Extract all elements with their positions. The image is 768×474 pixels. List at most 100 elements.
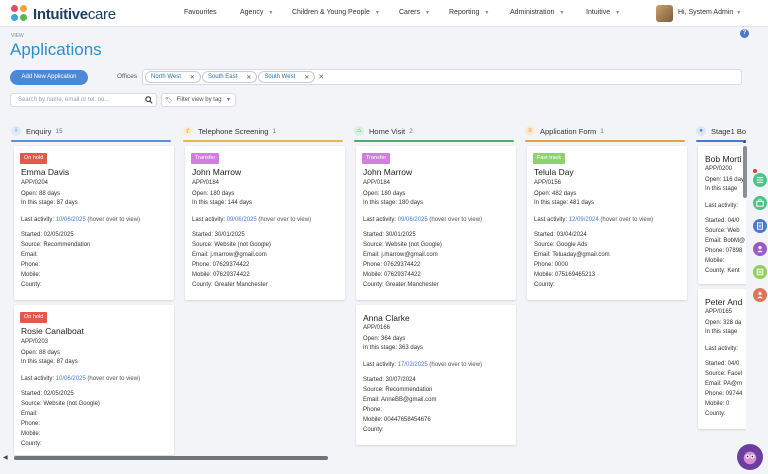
list-icon[interactable] [753,173,767,187]
last-activity: Last activity: 17/02/2025 (hover over to… [363,362,483,368]
last-activity: Last activity: 09/06/2025 (hover over to… [192,217,312,223]
chevron-down-icon: ▼ [425,9,430,16]
app-ref: APP/0184 [192,180,220,186]
application-card[interactable]: Transfer John Marrow APP/0184 Open: 180 … [356,146,516,300]
applicant-name[interactable]: Bob Morti [705,154,742,164]
logo[interactable]: Intuitivecare [10,4,116,24]
application-card[interactable]: Transfer John Marrow APP/0184 Open: 180 … [185,146,345,300]
status-badge: On hold [20,153,48,164]
applicant-name[interactable]: Anna Clarke [363,313,410,323]
email: Email: [21,411,38,417]
assistant-owl-icon[interactable] [737,444,763,470]
horizontal-scrollbar[interactable] [14,456,328,460]
applicant-name[interactable]: John Marrow [363,167,413,177]
app-ref: APP/0166 [363,325,391,331]
close-icon[interactable]: ✕ [304,74,310,81]
open-days: Open: 88 days [21,191,61,197]
started-date: Started: 30/01/2025 [192,232,245,238]
email: Email: j.marrow@gmail.com [192,252,267,258]
stage-days: In this stage: 87 days [21,359,78,365]
mobile: Mobile: 075169465213 [534,272,596,278]
phone: Phone: 07898 [705,248,743,254]
mobile: Mobile: [21,431,41,437]
notes-icon[interactable] [753,265,767,279]
nav-carers[interactable]: Carers ▼ [399,9,430,16]
nav-reporting[interactable]: Reporting ▼ [449,9,490,16]
nav-administration[interactable]: Administration ▼ [510,9,565,16]
avatar[interactable] [656,5,673,22]
offices-label: Offices [117,73,138,80]
activity-date-link[interactable]: 09/06/2025 [226,217,257,223]
vertical-scrollbar[interactable] [743,146,747,198]
email: Email: PA@m [705,381,742,387]
nav-favourites[interactable]: Favourites [184,9,217,16]
application-card[interactable]: On hold Emma Davis APP/0204 Open: 88 day… [14,146,174,300]
app-ref: APP/0203 [21,339,49,345]
email: Email: [21,252,38,258]
county: County: Greater Manchester [192,282,268,288]
breadcrumb: VIEW [11,33,24,39]
close-icon[interactable]: ✕ [246,74,252,81]
chevron-down-icon: ▼ [268,9,274,16]
tag-icon: 🏷 [165,97,173,104]
add-application-button[interactable]: Add New Application [10,70,88,85]
source: Source: Website (not Google) [192,242,271,248]
briefcase-icon[interactable] [753,196,767,210]
chevron-down-icon: ▼ [226,97,231,103]
logo-icon [10,4,30,24]
app-ref: APP/0156 [534,180,562,186]
nav-children-young-people[interactable]: Children & Young People ▼ [292,9,380,16]
column-home-visit: ⌂ Home Visit 2 [354,120,514,142]
email: Email: AnneBB@gmail.com [363,397,437,403]
activity-date-link[interactable]: 10/06/2025 [55,376,86,382]
open-days: Open: 88 days [21,350,61,356]
nav-agency[interactable]: Agency ▼ [240,9,274,16]
info-icon: i [11,126,21,136]
application-card[interactable]: Peter And APP/0165 Open: 328 da In this … [698,289,746,429]
chevron-down-icon: ▼ [484,9,490,16]
application-card[interactable]: Fast track Telula Day APP/0156 Open: 482… [527,146,687,300]
scroll-up-arrow-icon[interactable]: ▲ [742,139,747,145]
applicant-name[interactable]: Telula Day [534,167,574,177]
activity-date-link[interactable]: 09/06/2025 [397,217,428,223]
column-header: ● Stage1 Bo [696,120,746,142]
activity-date-link[interactable]: 17/02/2025 [397,362,428,368]
county: County: [21,441,42,447]
county: County: Greater Manchester [363,282,439,288]
users-icon[interactable] [753,242,767,256]
tag-filter-select[interactable]: 🏷 Filter view by tag ▼ [161,93,236,107]
app-ref: APP/0184 [363,180,391,186]
application-card[interactable]: Anna Clarke APP/0166 Open: 364 days In t… [356,305,516,445]
scroll-left-arrow-icon[interactable]: ◀ [3,455,8,461]
close-icon[interactable]: ✕ [189,74,195,81]
document-icon[interactable] [753,219,767,233]
last-activity: Last activity: [705,203,739,209]
nav-intuitive[interactable]: Intuitive ▼ [586,9,621,16]
applicant-name[interactable]: Emma Davis [21,167,70,177]
application-card[interactable]: On hold Rosie Canalboat APP/0203 Open: 8… [14,305,174,455]
stage-days: In this stage: 481 days [534,200,595,206]
applicant-name[interactable]: Rosie Canalboat [21,326,84,336]
stage-days: In this stage: 180 days [363,200,424,206]
activity-date-link[interactable]: 12/09/2024 [568,217,599,223]
chevron-down-icon: ▼ [736,10,742,16]
offices-select[interactable]: North West ✕ South East ✕ South West ✕ ✕ [142,69,742,85]
search-icon[interactable] [142,94,156,106]
started-date: Started: 02/05/2025 [21,391,74,397]
status-badge: On hold [20,312,48,323]
application-card[interactable]: Bob Morti APP/0200 Open: 116 day In this… [698,146,746,284]
activity-date-link[interactable]: 10/06/2025 [55,217,86,223]
mobile: Mobile: 00447658454676 [363,417,431,423]
user-menu[interactable]: Hi, System Admin ▼ [678,9,742,16]
source: Source: Google Ads [534,242,588,248]
help-icon[interactable]: ? [740,29,749,38]
page-title: Applications [10,40,102,59]
applicant-name[interactable]: Peter And [705,297,743,307]
person-icon[interactable] [753,288,767,302]
search-input[interactable]: Search by name, email or tel. no... [10,93,157,107]
phone-icon: ✆ [183,126,193,136]
clear-icon[interactable]: ✕ [318,74,325,81]
applicant-name[interactable]: John Marrow [192,167,242,177]
source: Source: Facel [705,371,743,377]
stage-days: In this stage: 144 days [192,200,253,206]
